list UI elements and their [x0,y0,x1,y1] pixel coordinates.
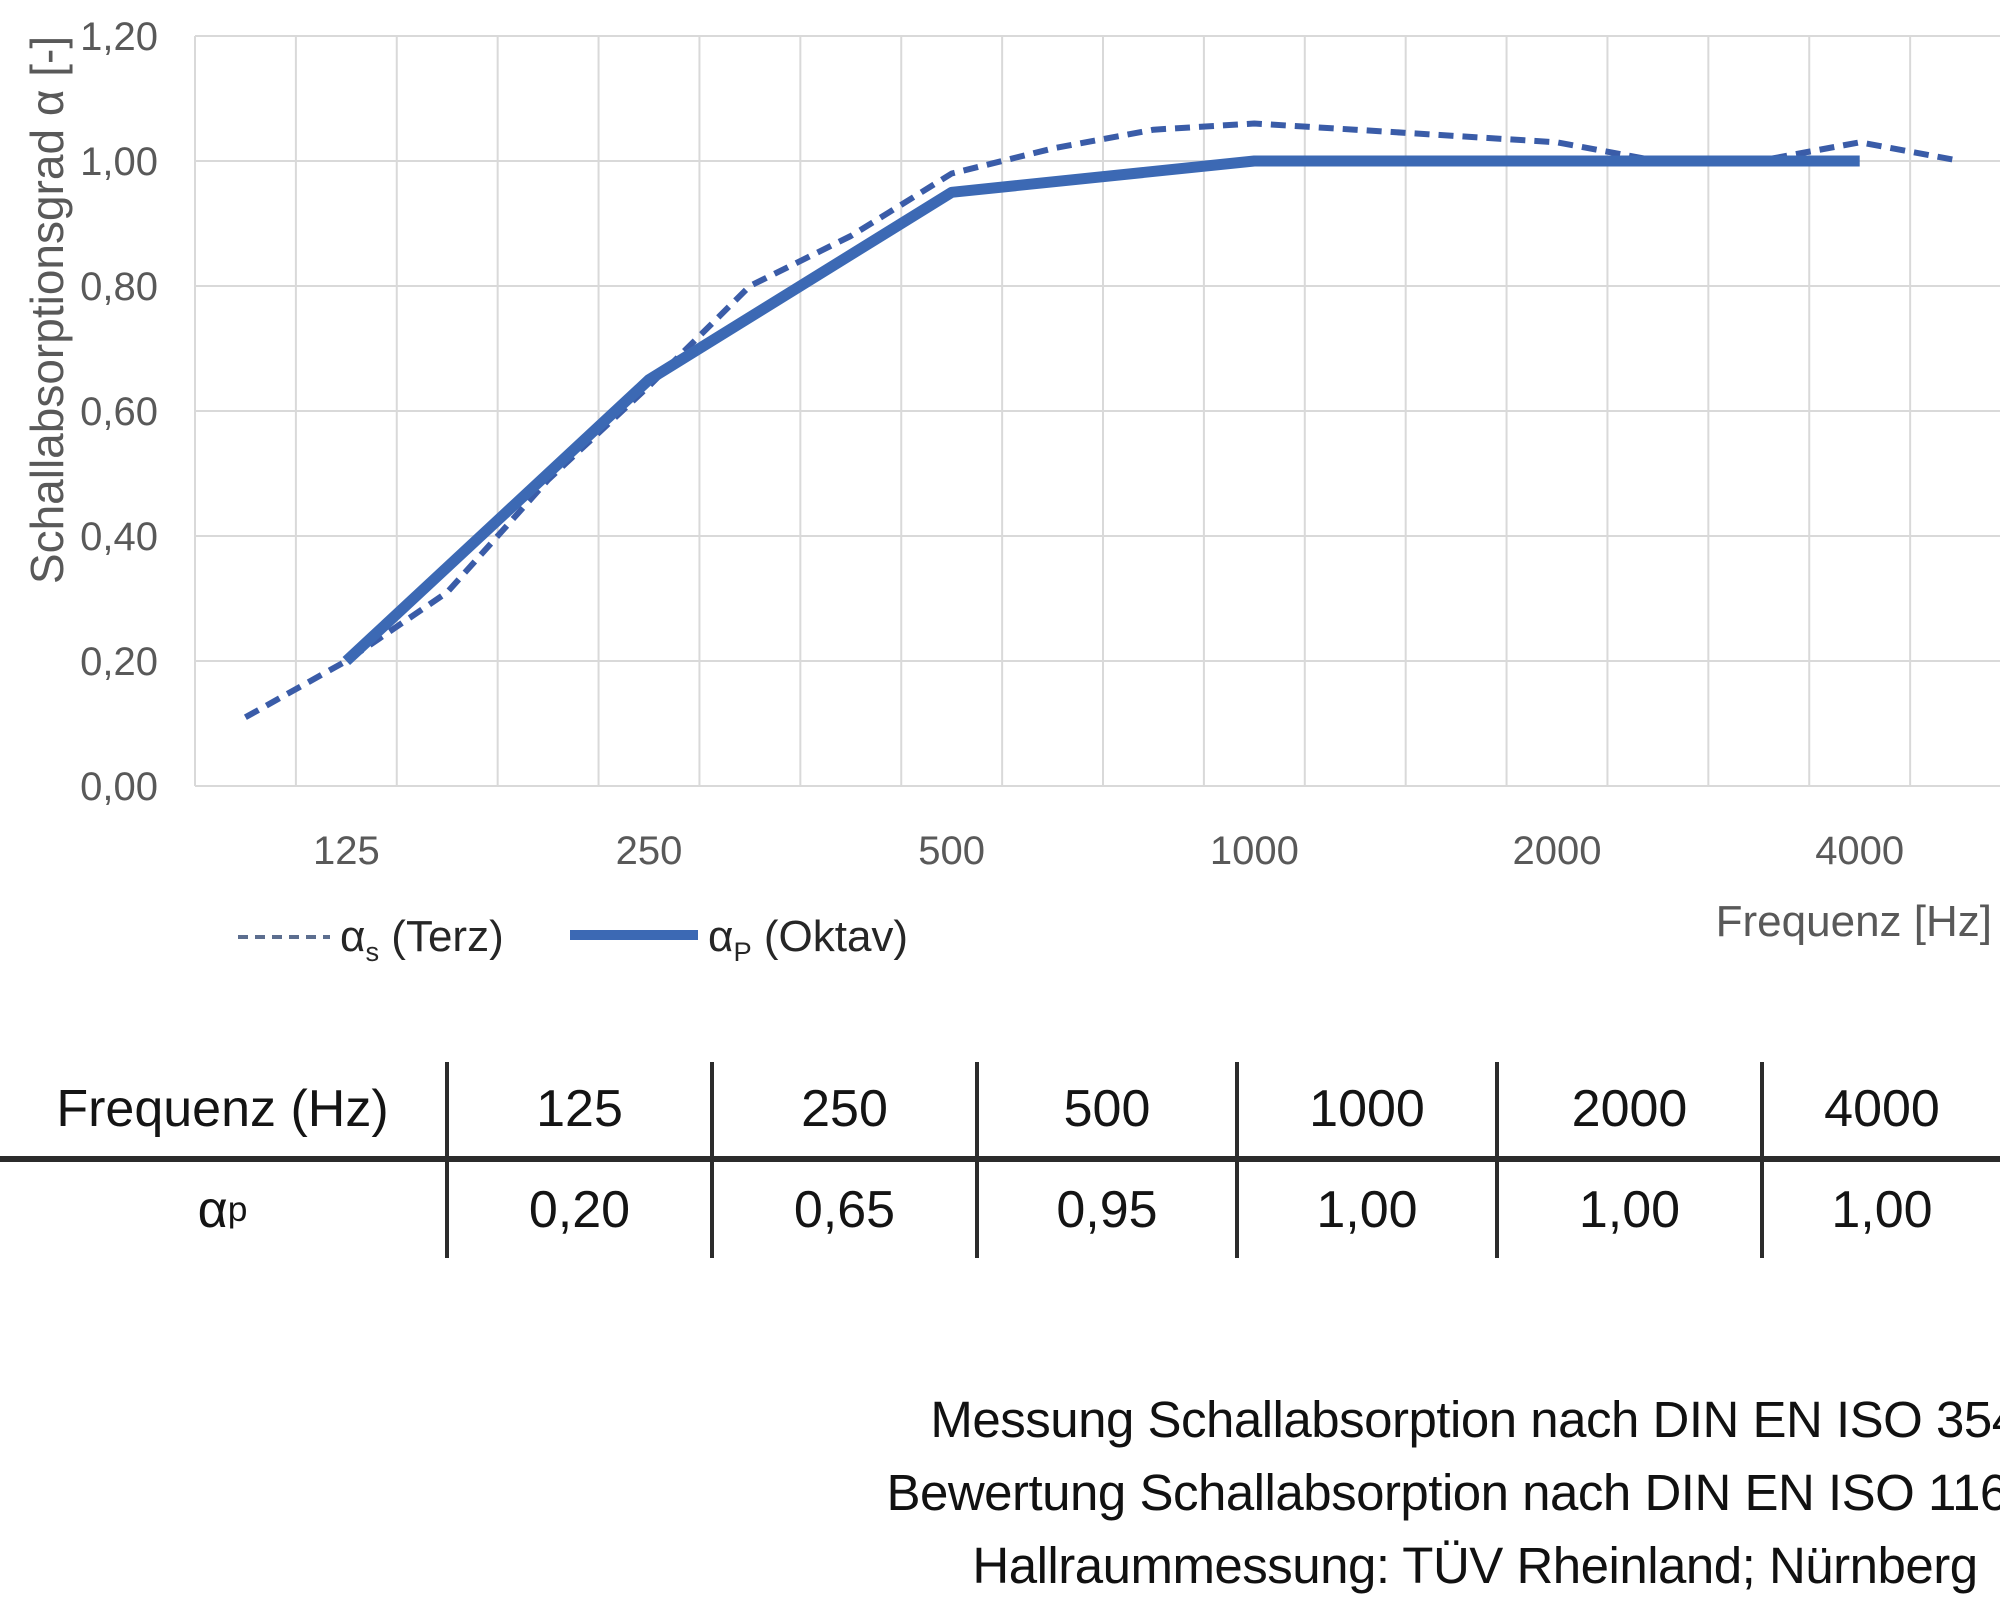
table-header-4000: 4000 [1760,1062,2000,1162]
x-tick-label: 2000 [1513,829,1602,873]
x-tick-label: 250 [616,829,683,873]
y-tick-label: 0,20 [80,640,158,684]
legend-dashed-line-sample [238,935,330,939]
legend-oktav-symbol: α [708,912,734,961]
legend-terz-text: (Terz) [379,912,504,961]
y-tick-label: 0,40 [80,515,158,559]
y-axis-title: Schallabsorptionsgrad α [-] [21,35,73,585]
horizontal-gridlines [195,35,2000,787]
absorption-chart: 0,00 0,20 0,40 0,60 0,80 1,00 1,20 125 250 500 10… [21,15,2000,982]
y-tick-label: 1,20 [80,15,158,59]
legend-label-alpha-p-oktav: αP (Oktav) [708,907,908,982]
chart-canvas: 0,00 0,20 0,40 0,60 0,80 1,00 1,20 125 250 500 10… [80,15,2000,873]
y-tick-label: 0,60 [80,390,158,434]
table-header-frequency: Frequenz (Hz) [0,1062,445,1162]
series-alpha-s-terz-dashed-line [243,120,1962,720]
table-header-125: 125 [445,1062,710,1162]
table-header-500: 500 [975,1062,1235,1162]
y-tick-label: 1,00 [80,140,158,184]
x-axis-tick-labels: 125 250 500 1000 2000 4000 [313,829,1904,873]
note-rating-standard: Bewertung Schallabsorption nach DIN EN I… [886,1464,2000,1521]
table-value-1000: 1,00 [1235,1162,1495,1258]
table-header-2000: 2000 [1495,1062,1760,1162]
measurement-notes: Messung Schallabsorption nach DIN EN ISO… [850,1383,2000,1602]
table-header-1000: 1000 [1235,1062,1495,1162]
y-axis-tick-labels: 0,00 0,20 0,40 0,60 0,80 1,00 1,20 [80,15,158,809]
note-lab: Hallraummessung: TÜV Rheinland; Nürnberg [972,1537,1978,1594]
table-value-250: 0,65 [710,1162,975,1258]
alpha-subscript: p [227,1190,248,1229]
table-value-4000: 1,00 [1760,1162,2000,1258]
legend-label-alpha-s-terz: αs (Terz) [340,907,504,982]
note-measurement-standard: Messung Schallabsorption nach DIN EN ISO… [930,1391,2000,1448]
x-tick-label: 500 [918,829,985,873]
y-tick-label: 0,00 [80,765,158,809]
legend-terz-subscript: s [365,935,380,967]
legend-oktav-text: (Oktav) [751,912,909,961]
x-tick-label: 125 [313,829,380,873]
absorption-values-table: Frequenz (Hz) 125 250 500 1000 2000 4000… [0,1062,2000,1258]
x-tick-label: 4000 [1815,829,1904,873]
legend-terz-symbol: α [340,912,366,961]
legend-oktav-subscript: P [733,935,752,967]
x-tick-label: 1000 [1210,829,1299,873]
table-value-2000: 1,00 [1495,1162,1760,1258]
alpha-symbol: α [197,1181,228,1239]
table-value-500: 0,95 [975,1162,1235,1258]
table-value-125: 0,20 [445,1162,710,1258]
series-alpha-p-oktav-solid-line [342,155,1860,666]
y-tick-label: 0,80 [80,265,158,309]
x-axis-title: Frequenz [Hz] [1715,897,1992,946]
legend-solid-line-sample [570,930,698,940]
table-header-250: 250 [710,1062,975,1162]
